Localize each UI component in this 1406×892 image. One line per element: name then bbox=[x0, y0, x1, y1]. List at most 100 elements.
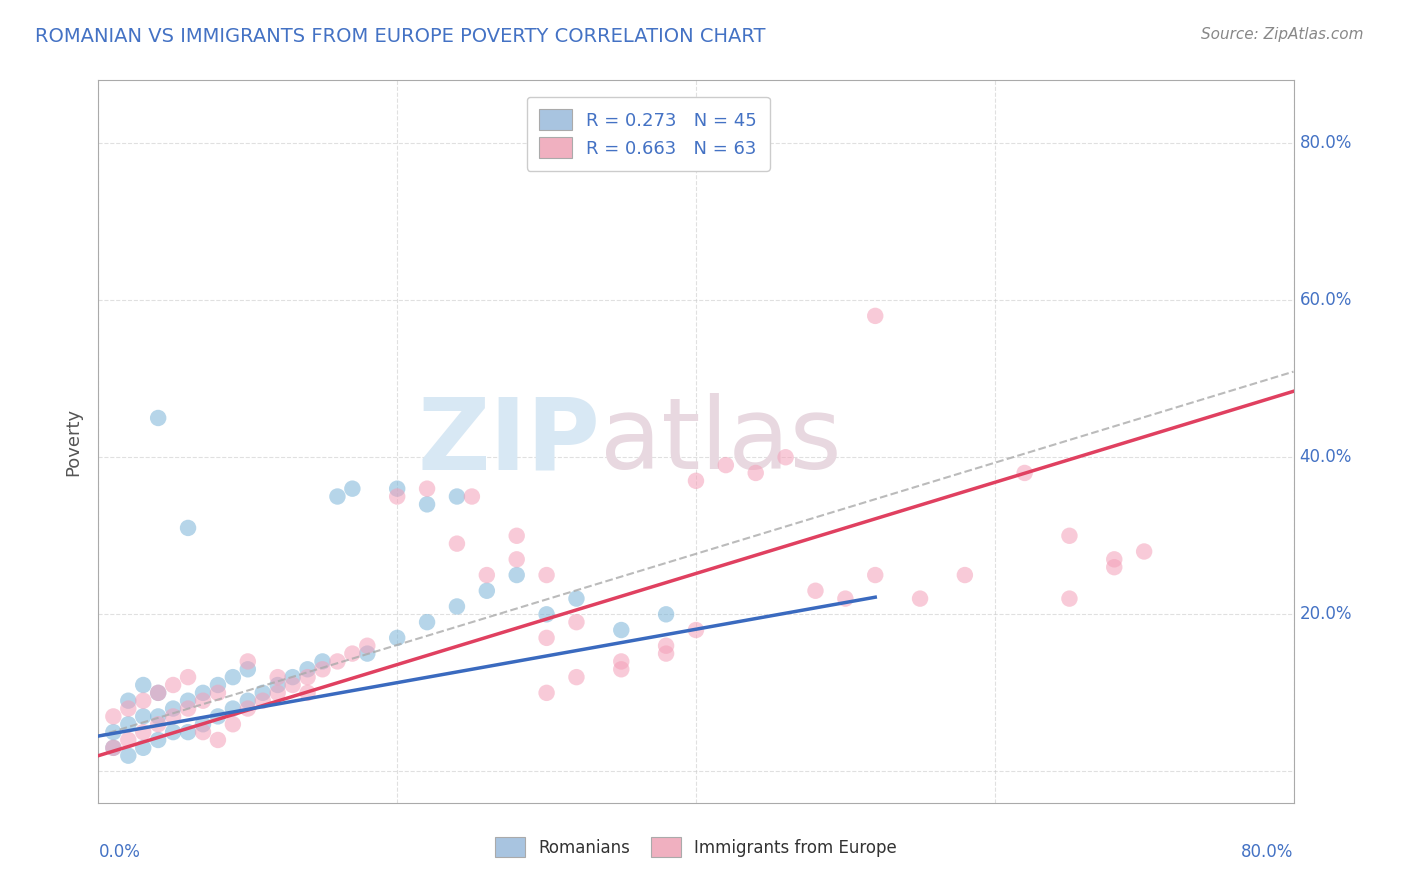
Point bbox=[191, 725, 214, 739]
Point bbox=[834, 591, 856, 606]
Point bbox=[191, 686, 214, 700]
Point bbox=[117, 717, 139, 731]
Point bbox=[103, 740, 125, 755]
Point bbox=[177, 670, 200, 684]
Point bbox=[655, 647, 678, 661]
Point bbox=[267, 678, 290, 692]
Point bbox=[1133, 544, 1156, 558]
Point bbox=[536, 607, 558, 622]
Point bbox=[385, 482, 409, 496]
Point bbox=[222, 701, 245, 715]
Point bbox=[267, 686, 290, 700]
Point bbox=[506, 552, 529, 566]
Point bbox=[655, 607, 678, 622]
Point bbox=[191, 694, 214, 708]
Point bbox=[311, 662, 333, 676]
Point bbox=[222, 717, 245, 731]
Legend: Romanians, Immigrants from Europe: Romanians, Immigrants from Europe bbox=[485, 828, 907, 867]
Point bbox=[685, 474, 707, 488]
Point bbox=[804, 583, 827, 598]
Point bbox=[655, 639, 678, 653]
Point bbox=[565, 670, 588, 684]
Point bbox=[908, 591, 931, 606]
Point bbox=[685, 623, 707, 637]
Text: 80.0%: 80.0% bbox=[1299, 134, 1353, 153]
Point bbox=[117, 694, 139, 708]
Point bbox=[132, 678, 155, 692]
Text: 60.0%: 60.0% bbox=[1299, 291, 1353, 310]
Point bbox=[536, 631, 558, 645]
Point bbox=[416, 482, 439, 496]
Point bbox=[297, 670, 319, 684]
Text: Source: ZipAtlas.com: Source: ZipAtlas.com bbox=[1201, 27, 1364, 42]
Point bbox=[416, 497, 439, 511]
Point bbox=[148, 709, 170, 723]
Point bbox=[236, 655, 259, 669]
Point bbox=[1104, 560, 1126, 574]
Point bbox=[281, 670, 304, 684]
Point bbox=[162, 701, 184, 715]
Point bbox=[536, 568, 558, 582]
Point bbox=[297, 662, 319, 676]
Text: 80.0%: 80.0% bbox=[1241, 843, 1294, 861]
Point bbox=[714, 458, 737, 472]
Point bbox=[865, 568, 887, 582]
Point bbox=[610, 655, 633, 669]
Point bbox=[177, 694, 200, 708]
Point bbox=[207, 686, 229, 700]
Point bbox=[953, 568, 976, 582]
Point bbox=[236, 694, 259, 708]
Point bbox=[475, 583, 498, 598]
Point bbox=[342, 482, 364, 496]
Point bbox=[252, 686, 274, 700]
Point bbox=[446, 536, 468, 550]
Point bbox=[745, 466, 768, 480]
Point bbox=[236, 701, 259, 715]
Point bbox=[342, 647, 364, 661]
Point bbox=[1104, 552, 1126, 566]
Point bbox=[385, 490, 409, 504]
Point bbox=[610, 623, 633, 637]
Point bbox=[1059, 591, 1081, 606]
Point bbox=[506, 568, 529, 582]
Point bbox=[536, 686, 558, 700]
Text: ZIP: ZIP bbox=[418, 393, 600, 490]
Point bbox=[326, 490, 349, 504]
Point bbox=[132, 725, 155, 739]
Point bbox=[610, 662, 633, 676]
Point bbox=[446, 490, 468, 504]
Y-axis label: Poverty: Poverty bbox=[65, 408, 83, 475]
Text: 20.0%: 20.0% bbox=[1299, 606, 1353, 624]
Point bbox=[446, 599, 468, 614]
Point bbox=[177, 521, 200, 535]
Point bbox=[236, 662, 259, 676]
Point bbox=[252, 694, 274, 708]
Point bbox=[148, 686, 170, 700]
Point bbox=[865, 309, 887, 323]
Point bbox=[311, 655, 333, 669]
Point bbox=[191, 717, 214, 731]
Point bbox=[162, 709, 184, 723]
Text: atlas: atlas bbox=[600, 393, 842, 490]
Point bbox=[117, 748, 139, 763]
Point bbox=[148, 686, 170, 700]
Point bbox=[177, 701, 200, 715]
Point bbox=[416, 615, 439, 630]
Point bbox=[775, 450, 797, 465]
Point bbox=[565, 591, 588, 606]
Point bbox=[281, 678, 304, 692]
Point bbox=[326, 655, 349, 669]
Point bbox=[461, 490, 484, 504]
Point bbox=[103, 740, 125, 755]
Point bbox=[162, 725, 184, 739]
Point bbox=[1014, 466, 1036, 480]
Point bbox=[117, 733, 139, 747]
Text: 0.0%: 0.0% bbox=[98, 843, 141, 861]
Point bbox=[207, 709, 229, 723]
Point bbox=[117, 701, 139, 715]
Point bbox=[148, 717, 170, 731]
Point bbox=[148, 411, 170, 425]
Point bbox=[222, 670, 245, 684]
Text: 40.0%: 40.0% bbox=[1299, 449, 1353, 467]
Point bbox=[297, 686, 319, 700]
